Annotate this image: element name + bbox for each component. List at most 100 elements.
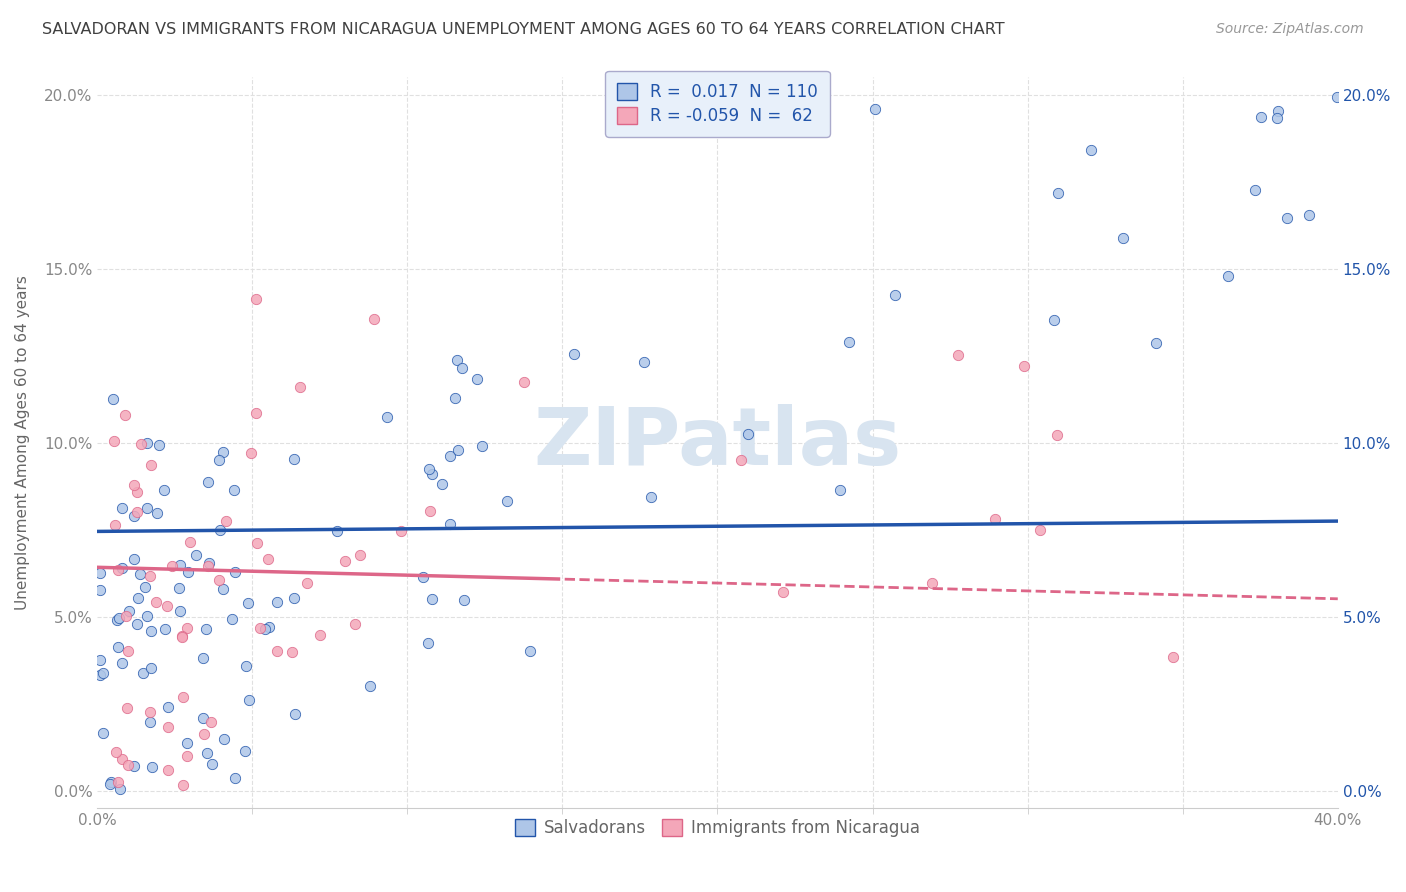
Point	[419, 504, 441, 518]
Point	[236, 596, 259, 610]
Point	[162, 558, 184, 573]
Point	[100, 774, 122, 789]
Point	[153, 483, 176, 497]
Point	[519, 644, 541, 658]
Point	[238, 693, 260, 707]
Point	[111, 752, 134, 766]
Point	[283, 451, 305, 466]
Point	[838, 335, 860, 350]
Point	[127, 505, 149, 519]
Point	[1277, 211, 1299, 225]
Point	[184, 548, 207, 562]
Point	[420, 467, 443, 481]
Point	[224, 772, 246, 786]
Point	[266, 644, 288, 658]
Point	[89, 668, 111, 682]
Point	[111, 500, 134, 515]
Point	[89, 653, 111, 667]
Point	[127, 591, 149, 605]
Point	[107, 640, 129, 655]
Point	[167, 581, 190, 595]
Point	[389, 524, 412, 539]
Point	[640, 490, 662, 504]
Point	[176, 749, 198, 764]
Point	[122, 477, 145, 491]
Point	[115, 608, 138, 623]
Point	[1080, 143, 1102, 157]
Point	[1161, 650, 1184, 665]
Point	[191, 711, 214, 725]
Point	[308, 628, 330, 642]
Point	[136, 500, 159, 515]
Point	[1216, 268, 1239, 283]
Point	[107, 775, 129, 789]
Point	[136, 435, 159, 450]
Point	[830, 483, 852, 497]
Y-axis label: Unemployment Among Ages 60 to 64 years: Unemployment Among Ages 60 to 64 years	[15, 276, 30, 610]
Point	[198, 556, 221, 570]
Point	[946, 348, 969, 362]
Point	[127, 484, 149, 499]
Point	[108, 611, 131, 625]
Point	[1250, 110, 1272, 124]
Point	[416, 636, 439, 650]
Point	[169, 603, 191, 617]
Point	[194, 622, 217, 636]
Point	[170, 630, 193, 644]
Point	[153, 622, 176, 636]
Point	[1042, 312, 1064, 326]
Point	[375, 409, 398, 424]
Point	[110, 781, 132, 796]
Point	[141, 760, 163, 774]
Text: SALVADORAN VS IMMIGRANTS FROM NICARAGUA UNEMPLOYMENT AMONG AGES 60 TO 64 YEARS C: SALVADORAN VS IMMIGRANTS FROM NICARAGUA …	[42, 22, 1005, 37]
Point	[141, 624, 163, 638]
Point	[117, 644, 139, 658]
Point	[1012, 359, 1035, 373]
Point	[201, 757, 224, 772]
Point	[114, 408, 136, 422]
Point	[195, 746, 218, 760]
Point	[132, 665, 155, 680]
Point	[295, 576, 318, 591]
Point	[349, 548, 371, 562]
Point	[111, 657, 134, 671]
Point	[863, 102, 886, 116]
Point	[245, 406, 267, 420]
Point	[107, 562, 129, 576]
Point	[117, 757, 139, 772]
Point	[1326, 90, 1348, 104]
Point	[139, 661, 162, 675]
Point	[1244, 184, 1267, 198]
Point	[333, 554, 356, 568]
Point	[235, 659, 257, 673]
Point	[215, 514, 238, 528]
Point	[214, 732, 236, 747]
Point	[883, 288, 905, 302]
Point	[1112, 230, 1135, 244]
Point	[465, 372, 488, 386]
Point	[191, 651, 214, 665]
Point	[249, 621, 271, 635]
Point	[104, 517, 127, 532]
Point	[157, 700, 180, 714]
Point	[446, 353, 468, 368]
Point	[471, 439, 494, 453]
Point	[98, 777, 121, 791]
Point	[1046, 428, 1069, 442]
Point	[91, 665, 114, 680]
Point	[139, 705, 162, 719]
Point	[197, 475, 219, 489]
Point	[444, 391, 467, 405]
Point	[730, 453, 752, 467]
Point	[156, 719, 179, 733]
Point	[145, 594, 167, 608]
Point	[240, 446, 263, 460]
Point	[122, 759, 145, 773]
Point	[921, 576, 943, 591]
Point	[1267, 103, 1289, 118]
Text: ZIPatlas: ZIPatlas	[533, 404, 901, 482]
Point	[283, 591, 305, 605]
Point	[193, 727, 215, 741]
Point	[343, 617, 366, 632]
Text: Source: ZipAtlas.com: Source: ZipAtlas.com	[1216, 22, 1364, 37]
